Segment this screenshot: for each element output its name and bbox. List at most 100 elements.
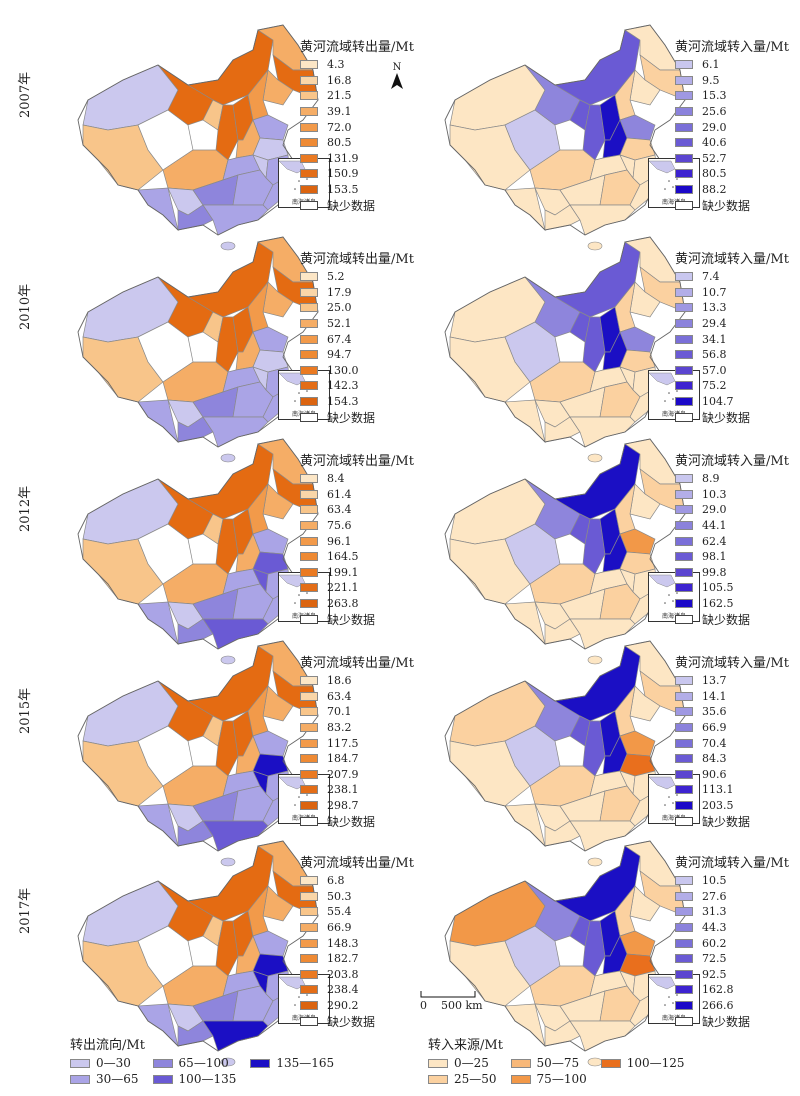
inset-map [648,160,678,190]
legend-swatch [675,969,693,979]
legend-row: 290.2 [300,998,414,1014]
legend-swatch [675,153,693,163]
flow-in-legend-title: 转入来源/Mt [428,1038,503,1053]
out-map-0 [77,24,319,251]
flow-legend-swatch [428,1074,448,1084]
inset-label: 南海诸岛 [661,199,686,206]
inset-map [648,574,678,604]
legend-swatch [675,138,693,148]
scale-label: 0 500 km [420,999,483,1012]
legend-value: 130.0 [327,363,359,377]
legend-row-missing: 缺少数据 [300,813,414,829]
south-china-sea-inset: 南海诸岛 [648,158,700,208]
legend-swatch [300,552,318,562]
legend-row: 10.7 [675,285,789,301]
legend-missing-label: 缺少数据 [702,410,751,425]
legend-row: 8.4 [300,471,414,487]
legend-value: 31.3 [702,905,727,919]
flow-legend-swatch [70,1058,90,1068]
legend-row: 150.9 [300,166,414,182]
legend-value: 199.1 [327,565,359,579]
legend-value: 238.4 [327,983,359,997]
out-legend-1: 黄河流域转出量/Mt 5.2 17.9 25.0 52.1 67.4 94.7 130.0 14… [300,248,414,425]
legend-missing-label: 缺少数据 [702,612,751,627]
legend-value: 70.1 [327,705,352,719]
inset-label: 南海诸岛 [661,613,686,620]
legend-row: 162.5 [675,596,789,612]
flow-legend-item: 0—25 [428,1056,497,1070]
legend-value: 6.1 [702,58,720,72]
flow-legend-swatch [70,1074,90,1084]
legend-row: 72.0 [300,119,414,135]
flow-out-legend-title: 转出流向/Mt [70,1038,145,1053]
legend-swatch [675,122,693,132]
flow-legend-label: 75—100 [536,1072,587,1086]
in-legend-1: 黄河流域转入量/Mt 7.4 10.7 13.3 29.4 34.1 56.8 57.0 75.… [675,248,789,425]
legend-row: 221.1 [300,580,414,596]
legend-row-missing: 缺少数据 [675,813,789,829]
flow-legend-item: 135—165 [250,1056,334,1070]
legend-swatch [675,599,693,609]
legend-value: 164.5 [327,550,359,564]
in-legend-0: 黄河流域转入量/Mt 6.1 9.5 15.3 25.6 29.0 40.6 52.7 80.5… [675,36,789,213]
legend-swatch [300,185,318,195]
legend-row: 13.7 [675,673,789,689]
legend-value: 72.0 [327,120,352,134]
out-legend-title: 黄河流域转出量/Mt [300,40,414,55]
in-legend-title: 黄河流域转入量/Mt [675,454,789,469]
legend-row: 40.6 [675,135,789,151]
region-hebei [247,884,269,937]
flow-legend-label: 50—75 [536,1056,580,1070]
legend-row: 182.7 [300,951,414,967]
legend-swatch [675,287,693,297]
legend-row: 298.7 [300,798,414,814]
legend-missing-label: 缺少数据 [327,410,376,425]
legend-swatch [300,489,318,499]
legend-swatch [300,474,318,484]
inset-label: 南海诸岛 [661,815,686,822]
legend-swatch [300,319,318,329]
legend-row: 104.7 [675,394,789,410]
region-hainan [220,857,236,867]
south-china-sea-inset: 南海诸岛 [648,370,700,420]
legend-row: 18.6 [300,673,414,689]
legend-swatch [300,891,318,901]
out-map-2 [77,438,319,665]
legend-swatch [675,319,693,329]
legend-value: 92.5 [702,967,727,981]
legend-swatch [675,474,693,484]
north-label: N [392,62,402,73]
legend-value: 21.5 [327,89,352,103]
legend-row: 62.4 [675,533,789,549]
region-hebei [614,884,636,937]
legend-swatch [675,923,693,933]
legend-swatch [300,923,318,933]
legend-row-missing: 缺少数据 [675,197,789,213]
legend-swatch [675,185,693,195]
legend-value: 153.5 [327,183,359,197]
legend-swatch [300,397,318,407]
legend-value: 150.9 [327,167,359,181]
legend-swatch [300,505,318,515]
legend-swatch [675,552,693,562]
legend-swatch [300,60,318,70]
legend-value: 8.4 [327,472,345,486]
legend-value: 131.9 [327,151,359,165]
flow-legend-item: 75—100 [510,1072,587,1086]
legend-row: 57.0 [675,363,789,379]
legend-value: 56.8 [702,348,727,362]
legend-missing-label: 缺少数据 [327,198,376,213]
in-map-3 [444,640,686,867]
legend-value: 162.5 [702,597,734,611]
legend-swatch [300,381,318,391]
legend-swatch [675,350,693,360]
legend-value: 62.4 [702,534,727,548]
legend-missing-label: 缺少数据 [327,814,376,829]
legend-value: 61.4 [327,487,352,501]
legend-value: 8.9 [702,472,720,486]
in-map-0 [444,24,686,251]
legend-swatch [675,397,693,407]
scale-bar: 0 500 km [420,991,483,1012]
legend-swatch [300,91,318,101]
legend-swatch-missing [675,614,693,624]
